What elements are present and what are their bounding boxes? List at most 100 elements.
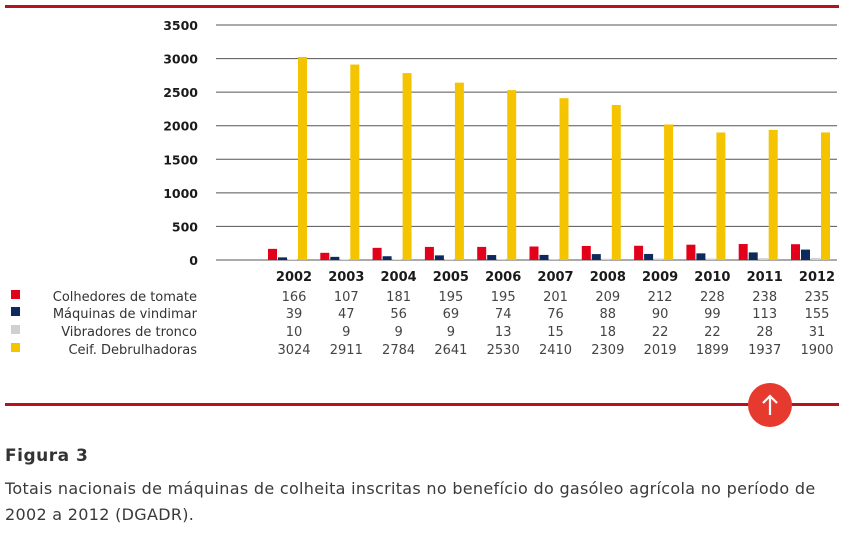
data-label: 88 [600, 307, 617, 322]
data-label: 155 [805, 307, 830, 322]
bar [644, 253, 654, 260]
data-label: 10 [286, 325, 303, 340]
bar [268, 248, 277, 260]
x-tick-label: 2011 [747, 270, 783, 285]
bar [821, 132, 830, 260]
x-tick-label: 2012 [799, 270, 835, 285]
legend-swatch [11, 325, 20, 334]
bar [539, 254, 549, 260]
bar [738, 244, 748, 260]
bar [330, 256, 340, 260]
y-tick-label: 1500 [163, 152, 198, 167]
bar [634, 245, 644, 260]
bar [706, 258, 716, 260]
data-label: 2410 [539, 343, 572, 358]
x-tick-label: 2007 [537, 270, 573, 285]
bar [298, 56, 307, 261]
data-label: 9 [394, 325, 402, 340]
data-label: 47 [338, 307, 355, 322]
data-label: 181 [386, 290, 411, 305]
bar [696, 253, 706, 260]
data-label: 56 [390, 307, 407, 322]
scroll-to-top-button[interactable] [748, 383, 792, 427]
bar [591, 254, 601, 260]
bar [477, 246, 487, 260]
data-label: 31 [809, 325, 826, 340]
x-tick-label: 2006 [485, 270, 521, 285]
bar [392, 259, 402, 260]
x-tick-label: 2009 [642, 270, 678, 285]
y-tick-label: 1000 [163, 186, 198, 201]
x-tick-label: 2003 [328, 270, 364, 285]
bar [340, 259, 350, 260]
data-label: 2911 [330, 343, 363, 358]
data-label: 76 [547, 307, 564, 322]
data-label: 39 [286, 307, 303, 322]
data-label: 22 [704, 325, 721, 340]
bar [581, 245, 591, 260]
data-label: 1900 [800, 343, 833, 358]
data-label: 18 [600, 325, 617, 340]
bar [487, 255, 497, 260]
bar [768, 129, 778, 260]
data-label: 209 [595, 290, 620, 305]
bar [791, 244, 800, 260]
data-label: 2530 [487, 343, 520, 358]
bar [350, 64, 360, 260]
data-label: 2309 [591, 343, 624, 358]
data-label: 74 [495, 307, 512, 322]
data-label: 69 [443, 307, 460, 322]
data-label: 9 [447, 325, 455, 340]
legend-label: Colhedores de tomate [53, 290, 197, 305]
data-label: 2019 [644, 343, 677, 358]
bar [402, 73, 412, 261]
data-label: 195 [438, 290, 463, 305]
data-label: 107 [334, 290, 359, 305]
y-tick-label: 3000 [163, 52, 198, 67]
data-label: 113 [752, 307, 777, 322]
bar [434, 255, 444, 260]
data-label: 28 [756, 325, 773, 340]
data-label: 228 [700, 290, 725, 305]
bar [320, 252, 330, 260]
arrow-up-icon [762, 394, 778, 415]
bar [601, 258, 611, 260]
bar [424, 246, 434, 260]
data-label: 238 [752, 290, 777, 305]
data-label: 195 [491, 290, 516, 305]
y-tick-label: 0 [189, 253, 198, 268]
bar [654, 258, 664, 260]
bar [611, 104, 621, 261]
data-label: 13 [495, 325, 512, 340]
y-tick-label: 2000 [163, 119, 198, 134]
legend-swatch [11, 343, 20, 352]
data-label: 3024 [277, 343, 310, 358]
bar [278, 257, 287, 260]
data-label: 235 [805, 290, 830, 305]
data-label: 166 [282, 290, 307, 305]
bottom-divider [5, 403, 839, 406]
data-label: 15 [547, 325, 564, 340]
y-tick-label: 500 [172, 219, 198, 234]
data-label: 201 [543, 290, 568, 305]
bar [716, 132, 726, 260]
data-label: 2784 [382, 343, 415, 358]
bar [454, 82, 464, 260]
data-label: 1937 [748, 343, 781, 358]
bar [444, 259, 454, 260]
bar [507, 90, 517, 260]
bar-chart: 0 500 1000 1500 2000 2500 3000 3500 2002 2003 2004… [11, 18, 837, 358]
bar [811, 257, 820, 260]
legend-label: Máquinas de vindimar [53, 307, 198, 322]
bar [497, 259, 507, 260]
bar [529, 246, 539, 260]
bar [372, 247, 382, 260]
x-tick-label: 2004 [381, 270, 417, 285]
x-tick-label: 2002 [276, 270, 312, 285]
y-tick-label: 2500 [163, 85, 198, 100]
x-tick-label: 2005 [433, 270, 469, 285]
bar [664, 124, 674, 260]
bar [549, 258, 559, 260]
x-tick-label: 2010 [694, 270, 730, 285]
bar [758, 258, 768, 260]
